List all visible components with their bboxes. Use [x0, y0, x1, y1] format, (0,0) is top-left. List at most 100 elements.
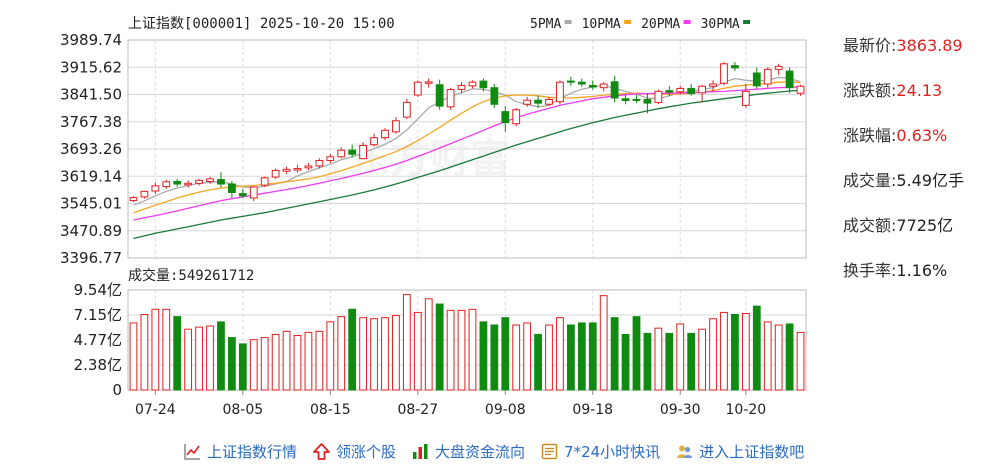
- candle: [162, 179, 171, 189]
- candle-body: [457, 84, 466, 91]
- candle: [238, 188, 247, 198]
- candle-body: [774, 65, 783, 70]
- legend-swatch-2: [683, 20, 691, 24]
- candle-body: [359, 144, 368, 160]
- candle: [720, 61, 728, 86]
- candle-body: [424, 81, 433, 84]
- link-label: 大盘资金流向: [435, 442, 526, 461]
- candle: [490, 84, 499, 108]
- price-tick-label: 3989.74: [60, 31, 122, 49]
- candle-body: [512, 109, 521, 125]
- volume-bar: [195, 326, 203, 391]
- candle-body: [490, 87, 499, 105]
- candle-body: [326, 156, 335, 161]
- volume-bar: [260, 337, 269, 391]
- candle-body: [676, 87, 685, 93]
- candle: [413, 80, 422, 97]
- legend-swatch-0: [564, 20, 572, 24]
- candle: [381, 128, 389, 140]
- legend-label-3: 30PMA: [701, 17, 740, 32]
- candle-body: [206, 178, 214, 182]
- candle: [392, 117, 400, 134]
- candle: [610, 75, 619, 103]
- link-capital-flow[interactable]: 大盘资金流向: [412, 441, 525, 462]
- price-tick-label: 3619.14: [60, 167, 122, 185]
- legend-label-0: 5PMA: [530, 17, 561, 32]
- candle: [763, 67, 772, 88]
- date-tick-label: 07-24: [135, 402, 176, 418]
- candlesticks: [129, 61, 805, 203]
- candle-body: [238, 193, 247, 197]
- price-tick-label: 3545.01: [60, 195, 122, 213]
- candle: [195, 178, 203, 186]
- volume-bar: [424, 298, 433, 391]
- volume-bar: [610, 317, 619, 391]
- candle-body: [282, 168, 291, 172]
- stat-label: 最新价:: [843, 36, 897, 55]
- volume-bar: [556, 317, 564, 391]
- volume-bar: [359, 317, 368, 391]
- candle: [588, 80, 597, 90]
- volume-bar: [643, 332, 652, 391]
- volume-tick-label: 4.77亿: [74, 331, 122, 349]
- volume-bar: [402, 294, 411, 391]
- link-index-quote[interactable]: 上证指数行情: [184, 441, 297, 462]
- candle-body: [621, 98, 630, 102]
- candle: [632, 95, 641, 104]
- candle-body: [140, 190, 149, 198]
- link-leading-stocks[interactable]: 领涨个股: [313, 441, 396, 462]
- candle: [424, 78, 433, 88]
- link-news[interactable]: 7*24小时快讯: [541, 441, 660, 462]
- candle-body: [446, 89, 455, 108]
- ma30-line: [133, 89, 801, 240]
- volume-bar: [217, 321, 225, 391]
- link-forum[interactable]: 进入上证指数吧: [676, 441, 804, 462]
- candle-body: [741, 90, 750, 106]
- candle: [621, 94, 630, 105]
- volume-tick-label: 2.38亿: [74, 356, 122, 374]
- price-tick-label: 3915.62: [60, 58, 122, 76]
- volume-bar: [337, 316, 346, 391]
- volume-bar: [698, 328, 707, 391]
- candle: [348, 144, 357, 158]
- candle-body: [687, 87, 696, 95]
- volume-bar: [545, 324, 553, 391]
- volume-bar: [206, 325, 214, 391]
- candle-body: [731, 65, 739, 69]
- candle-body: [348, 149, 357, 155]
- candle: [785, 67, 794, 94]
- stat-turnover-rate: 换手率:1.16%: [843, 259, 1002, 304]
- candle-body: [501, 111, 510, 124]
- candle: [545, 96, 553, 107]
- volume-bar: [457, 309, 466, 391]
- stat-value: 7725亿: [896, 216, 954, 235]
- candle: [796, 84, 805, 96]
- candle: [293, 164, 302, 173]
- candle-body: [643, 98, 652, 104]
- volume-bar: [304, 331, 313, 391]
- candle-body: [720, 63, 728, 84]
- volume-bar: [490, 324, 499, 391]
- date-tick-label: 08-27: [397, 402, 438, 418]
- volume-bar: [293, 334, 302, 391]
- stat-change-percent: 涨跌幅:0.63%: [843, 124, 1002, 169]
- volume-bar: [687, 332, 696, 391]
- candle: [752, 67, 761, 89]
- candle-body: [337, 149, 346, 158]
- candle-body: [468, 81, 477, 87]
- volume-bar: [479, 321, 488, 391]
- candle-body: [566, 80, 575, 83]
- candle-body: [151, 185, 160, 192]
- legend-label-2: 20PMA: [641, 17, 680, 32]
- volume-bar: [446, 309, 455, 391]
- candle: [206, 176, 214, 185]
- stat-label: 成交额:: [843, 216, 897, 235]
- stat-label: 成交量:: [843, 171, 897, 190]
- date-tick-label: 08-15: [310, 402, 351, 418]
- volume-bar: [326, 321, 335, 391]
- candle-body: [545, 98, 553, 105]
- candle: [359, 142, 368, 160]
- up-arrow-icon: [313, 442, 330, 460]
- volume-bar: [435, 303, 444, 391]
- candle-body: [599, 83, 608, 89]
